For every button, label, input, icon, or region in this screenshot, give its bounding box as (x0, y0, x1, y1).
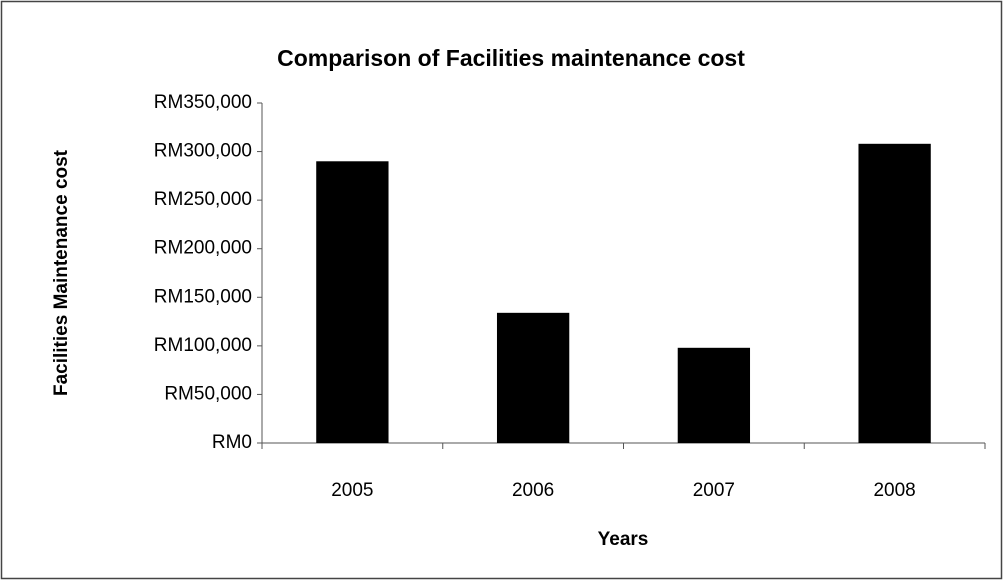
y-tick-label: RM50,000 (164, 383, 252, 404)
bar (496, 312, 570, 443)
bar (316, 161, 389, 444)
x-tick-label: 2006 (512, 480, 554, 501)
y-tick-label: RM200,000 (154, 238, 252, 259)
chart-title: Comparison of Facilities maintenance cos… (277, 45, 745, 71)
y-axis-title: Facilities Maintenance cost (51, 149, 72, 396)
x-axis-title: Years (598, 529, 649, 550)
x-tick-label: 2007 (693, 480, 735, 501)
y-tick-label: RM0 (212, 432, 252, 453)
x-tick-label: 2005 (331, 480, 373, 501)
bar (677, 347, 751, 443)
y-tick-label: RM350,000 (154, 92, 252, 113)
y-tick-label: RM100,000 (154, 335, 252, 356)
x-tick-label: 2008 (873, 480, 915, 501)
y-tick-label: RM250,000 (154, 189, 252, 210)
bar (858, 143, 931, 444)
y-tick-label: RM150,000 (154, 286, 252, 307)
y-tick-label: RM300,000 (154, 141, 252, 162)
